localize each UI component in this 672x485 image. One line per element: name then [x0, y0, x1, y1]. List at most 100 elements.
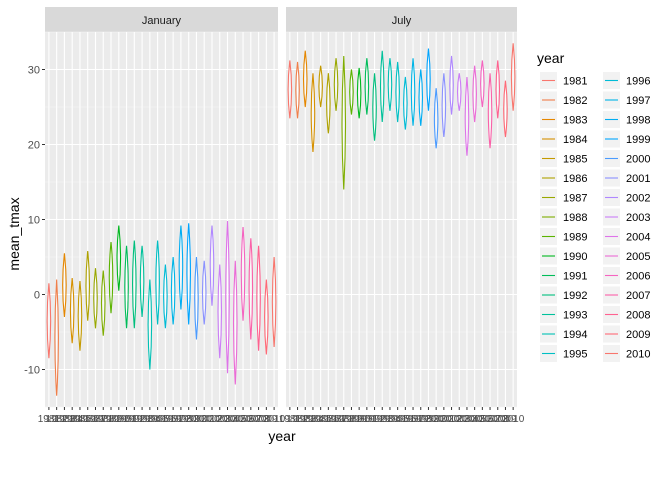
x-tick-label: 1998 — [170, 414, 193, 425]
violin-2007 — [487, 73, 493, 149]
violin-1984 — [69, 277, 75, 344]
x-tick-label: 1981 — [279, 414, 302, 425]
x-tick-label: 1985 — [310, 414, 333, 425]
legend-label: 1987 — [563, 193, 587, 205]
legend-item-2006: 2006 — [603, 267, 650, 284]
x-axis-title: year — [268, 428, 296, 444]
legend-label: 1988 — [563, 212, 587, 224]
x-tick-label: 1989 — [100, 414, 123, 425]
x-tick-label: 1986 — [317, 414, 340, 425]
violin-1996 — [162, 264, 168, 329]
violin-1999 — [186, 223, 192, 325]
y-tick-label: -10 — [24, 365, 40, 377]
y-tick-label: 0 — [34, 290, 40, 302]
violin-2010 — [271, 256, 277, 348]
x-tick-label: 1999 — [417, 414, 440, 425]
x-tick-label: 1996 — [394, 414, 417, 425]
x-tick-label: 2007 — [479, 414, 502, 425]
legend-label: 2001 — [626, 173, 650, 185]
violin-1993 — [139, 245, 145, 318]
legend-item-2004: 2004 — [603, 228, 650, 245]
legend-item-1997: 1997 — [603, 91, 650, 109]
x-tick-label: 2010 — [502, 414, 525, 425]
legend-label: 1997 — [626, 95, 650, 107]
violin-1999 — [426, 48, 431, 111]
violin-1998 — [418, 69, 424, 126]
x-tick-label: 1984 — [302, 414, 325, 425]
legend-item-2009: 2009 — [603, 325, 650, 343]
x-tick-label: 1988 — [333, 414, 356, 425]
legend-item-1993: 1993 — [540, 306, 587, 323]
legend-item-1998: 1998 — [603, 111, 650, 128]
legend-item-1995: 1995 — [540, 345, 587, 362]
x-tick-label: 1990 — [108, 414, 131, 425]
facet-strip — [286, 7, 517, 32]
legend-item-2010: 2010 — [603, 345, 650, 362]
x-tick-label: 2009 — [494, 414, 517, 425]
x-tick-label: 1991 — [356, 414, 379, 425]
violin-1996 — [402, 76, 408, 130]
x-tick-label: 2001 — [433, 414, 456, 425]
violin-1998 — [178, 225, 184, 310]
violin-1986 — [85, 250, 91, 321]
x-tick-label: 1991 — [115, 414, 138, 425]
violin-2002 — [449, 55, 454, 115]
x-tick-label: 2010 — [263, 414, 286, 425]
x-tick-label: 2004 — [456, 414, 479, 425]
legend-label: 1994 — [563, 329, 587, 341]
violin-2007 — [248, 238, 254, 340]
x-tick-label: 1989 — [340, 414, 363, 425]
x-tick-label: 1995 — [387, 414, 410, 425]
panels-layer: January198119821983198419851986198719881… — [38, 7, 525, 425]
x-tick-label: 2000 — [185, 414, 208, 425]
legend-label: 1982 — [563, 95, 587, 107]
facet-strip-label: January — [142, 15, 182, 27]
x-tick-label: 1983 — [53, 414, 76, 425]
legend-item-1986: 1986 — [540, 169, 587, 187]
violin-1988 — [100, 270, 106, 336]
x-tick-label: 2002 — [201, 414, 224, 425]
violin-1991 — [364, 58, 370, 115]
x-tick-label: 2009 — [255, 414, 278, 425]
panel-january: January198119821983198419851986198719881… — [38, 7, 286, 425]
x-tick-label: 1993 — [131, 414, 154, 425]
violin-2000 — [433, 88, 439, 149]
violin-1982 — [295, 61, 300, 119]
violin-1989 — [349, 69, 354, 115]
violin-1989 — [108, 241, 114, 314]
violin-2004 — [464, 76, 470, 156]
violin-1982 — [54, 279, 60, 396]
legend-label: 2010 — [626, 349, 650, 361]
x-tick-label: 1985 — [69, 414, 92, 425]
legend-item-2003: 2003 — [603, 208, 650, 226]
violin-1986 — [325, 73, 331, 134]
violin-1995 — [395, 61, 401, 123]
violin-1991 — [124, 245, 129, 329]
violin-1981 — [46, 283, 52, 359]
legend-label: 1990 — [563, 251, 587, 263]
x-tick-label: 1990 — [348, 414, 371, 425]
x-tick-label: 2005 — [224, 414, 247, 425]
legend: year 1981 1982 1983 1984 1985 1986 1987 1988 198… — [537, 50, 650, 362]
x-tick-label: 2004 — [216, 414, 239, 425]
legend-label: 1981 — [563, 76, 587, 88]
y-axis: -10 0 10 20 30 — [24, 65, 45, 377]
legend-label: 1991 — [563, 271, 587, 283]
legend-label: 1984 — [563, 134, 587, 146]
violin-1985 — [318, 65, 324, 108]
violin-1994 — [387, 58, 393, 111]
y-axis-title: mean_tmax — [6, 197, 22, 270]
x-tick-label: 2008 — [247, 414, 270, 425]
violin-2005 — [232, 260, 238, 385]
legend-item-1999: 1999 — [603, 130, 650, 148]
x-tick-label: 1982 — [286, 414, 309, 425]
legend-label: 1996 — [626, 76, 650, 88]
legend-item-2008: 2008 — [603, 306, 650, 323]
x-tick-label: 2003 — [448, 414, 471, 425]
violin-2009 — [263, 279, 269, 355]
x-tick-label: 1999 — [178, 414, 201, 425]
legend-label: 2000 — [626, 154, 650, 166]
violin-2010 — [510, 43, 516, 111]
violin-1994 — [147, 279, 153, 370]
